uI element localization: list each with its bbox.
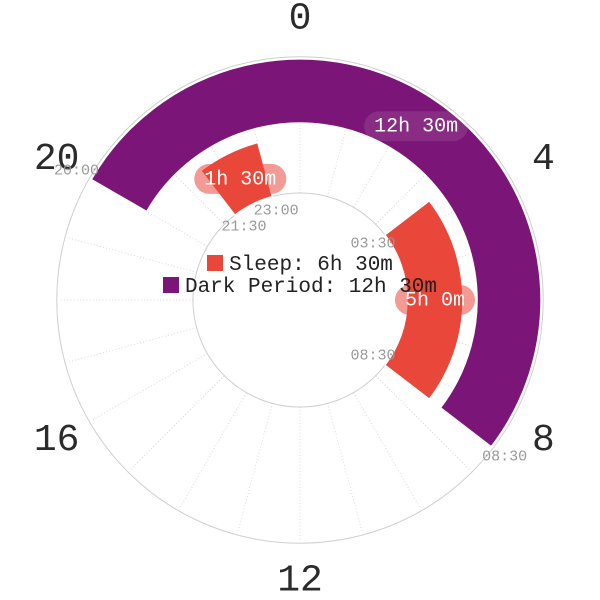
svg-text:8: 8 [532,419,555,462]
svg-text:16: 16 [34,419,80,462]
svg-text:08:30: 08:30 [482,449,527,466]
svg-text:1h 30m: 1h 30m [204,168,276,191]
svg-text:4: 4 [532,138,555,181]
svg-text:20:00: 20:00 [54,163,99,180]
svg-text:0: 0 [289,0,312,41]
svg-text:03:30: 03:30 [350,235,395,252]
svg-text:12h 30m: 12h 30m [374,116,458,139]
svg-text:23:00: 23:00 [254,203,299,220]
svg-text:21:30: 21:30 [221,219,266,236]
svg-text:08:30: 08:30 [350,348,395,365]
svg-text:12: 12 [277,560,323,600]
